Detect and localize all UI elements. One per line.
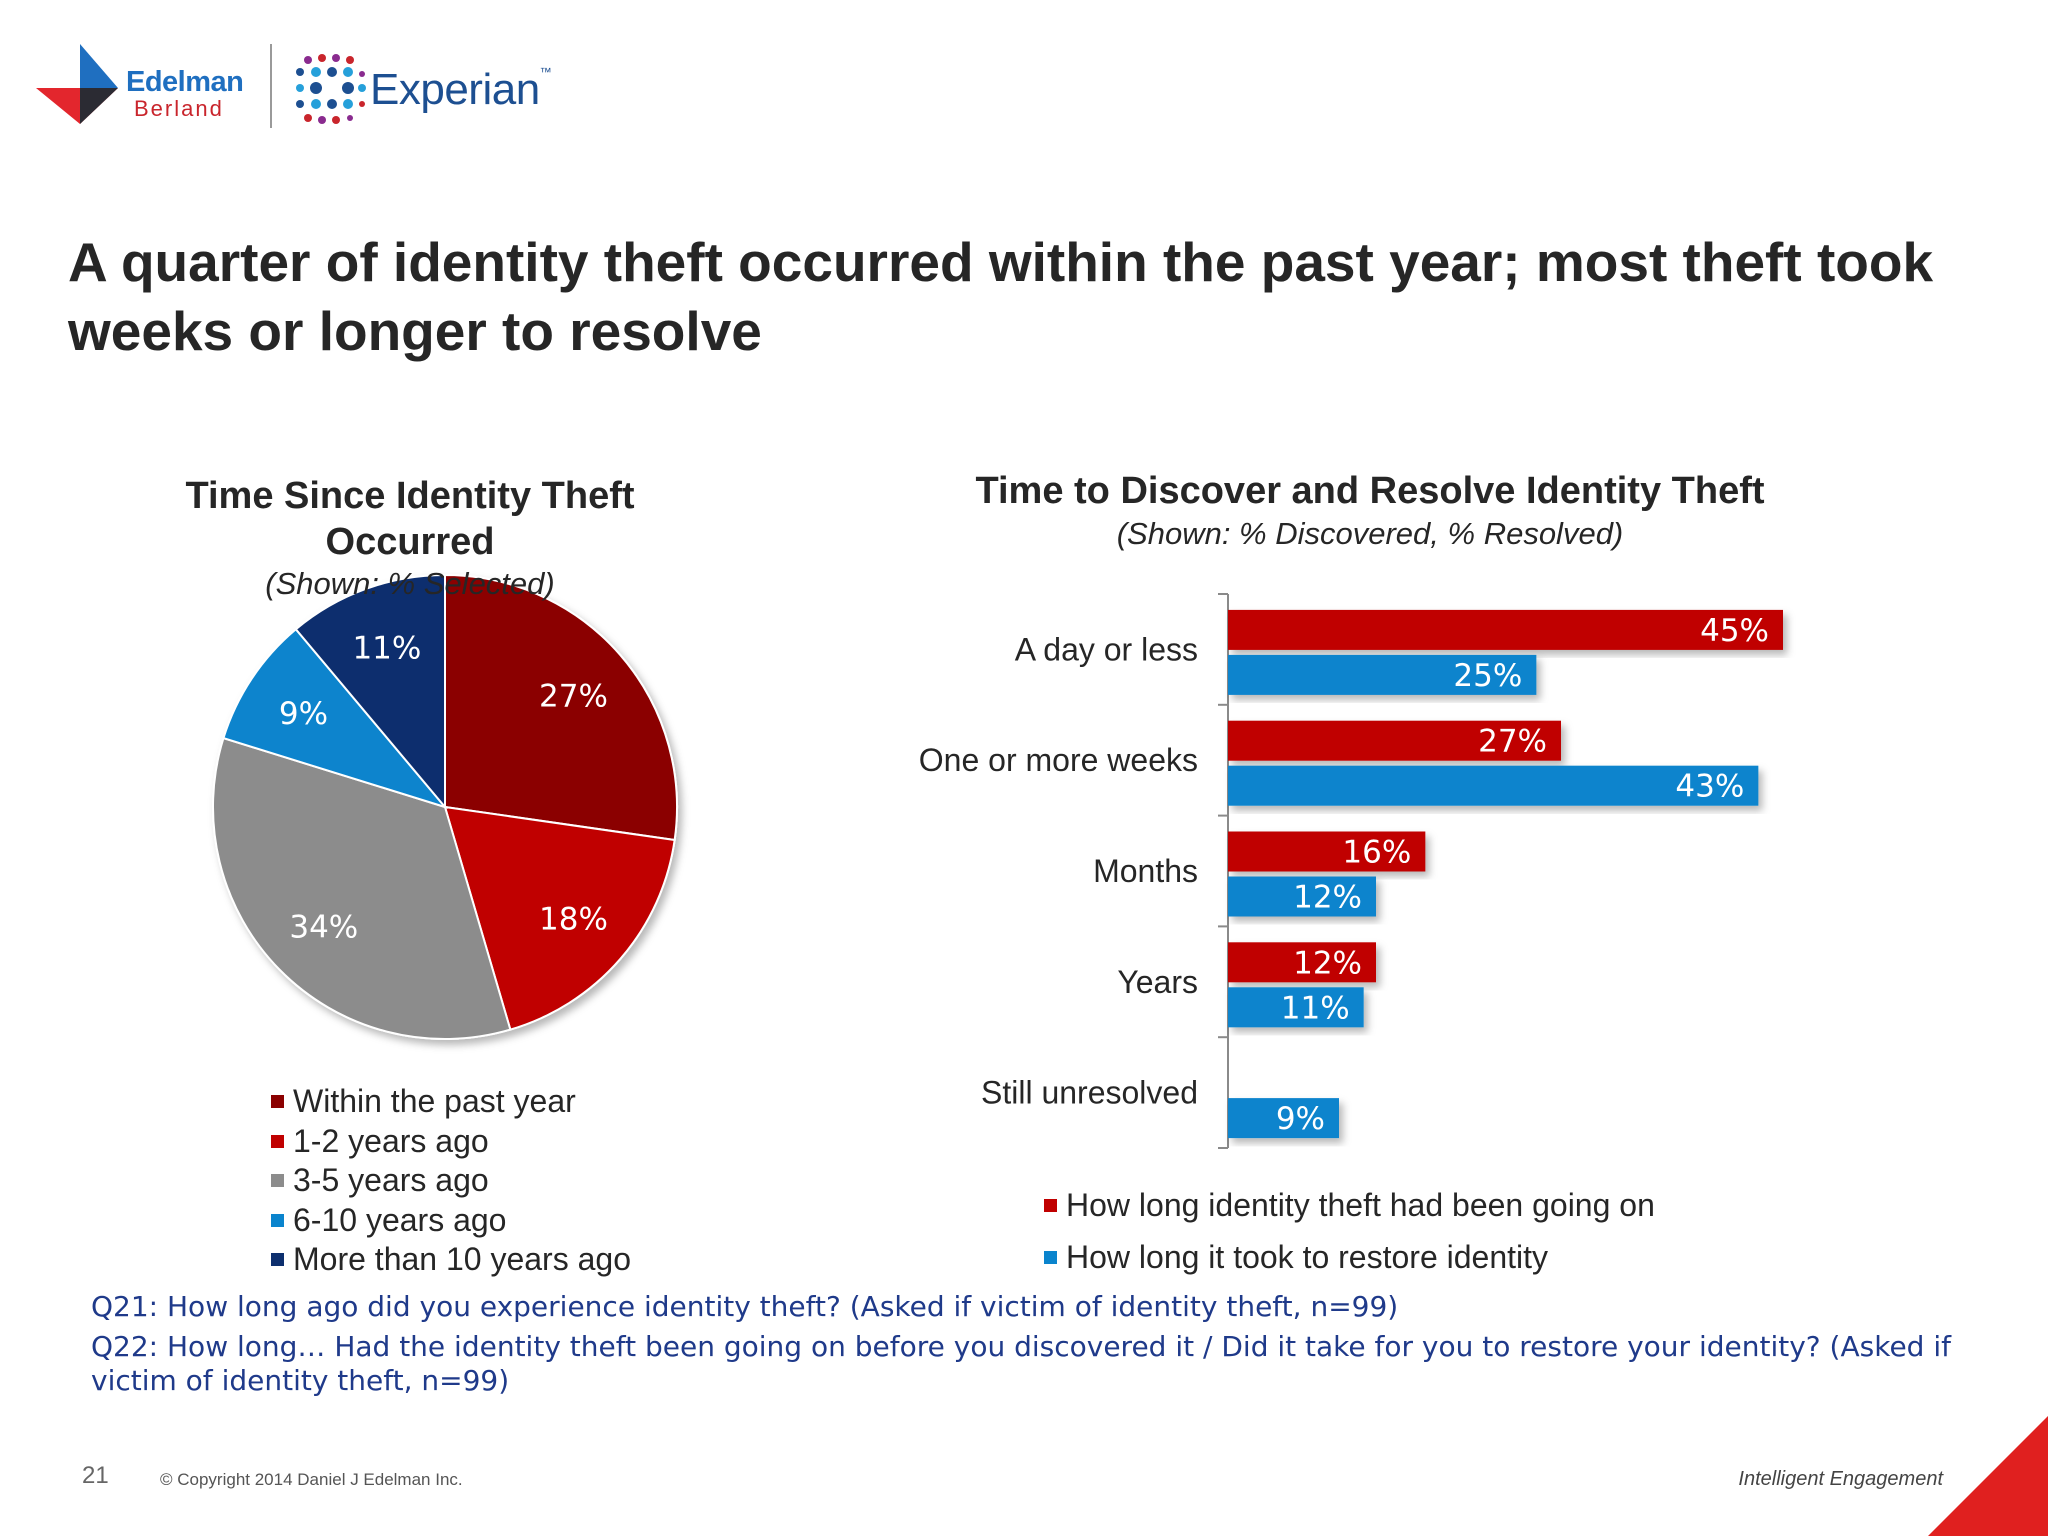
pie-slice <box>443 805 676 1031</box>
pie-slice <box>294 573 446 810</box>
bar <box>1228 1098 1339 1139</box>
bar-data-label: 27% <box>1478 724 1547 760</box>
bar-chart-subtitle: (Shown: % Discovered, % Resolved) <box>1116 516 1624 551</box>
legend-label: 1-2 years ago <box>293 1122 489 1159</box>
pie-slice <box>212 736 512 1040</box>
pie-chart <box>212 573 678 1040</box>
logo-area: Edelman Berland Experian™ <box>36 40 576 140</box>
bar <box>1228 876 1376 917</box>
bar-chart: A day or less 45% 25% One or more weeks 27% 4… <box>919 593 1783 1149</box>
corner-accent-triangle <box>1928 1416 2048 1536</box>
bar <box>1228 654 1537 695</box>
pie-slice <box>222 627 448 809</box>
bar-data-label: 12% <box>1293 945 1362 981</box>
bar-category-label: Months <box>1093 853 1198 889</box>
pie-legend-item: 6-10 years ago <box>271 1201 631 1241</box>
footnote-q21: Q21: How long ago did you experience ide… <box>91 1290 1399 1323</box>
pie-legend-item: Within the past year <box>271 1082 631 1122</box>
legend-label: More than 10 years ago <box>293 1241 631 1278</box>
legend-swatch <box>271 1095 284 1109</box>
bar-category-label: One or more weeks <box>919 742 1198 778</box>
pie-legend-item: 1-2 years ago <box>271 1122 631 1162</box>
legend-swatch <box>271 1213 284 1227</box>
copyright-text: © Copyright 2014 Daniel J Edelman Inc. <box>160 1470 463 1489</box>
pie-data-label: 11% <box>352 630 421 666</box>
pie-legend: Within the past year 1-2 years ago 3-5 y… <box>271 1082 631 1280</box>
pie-legend-item: More than 10 years ago <box>271 1240 631 1280</box>
footnotes: Q21: How long ago did you experience ide… <box>91 1290 1971 1398</box>
bar <box>1228 987 1364 1028</box>
pie-data-label: 34% <box>289 909 358 945</box>
legend-swatch <box>271 1134 284 1148</box>
bar-legend-item: How long identity theft had been going o… <box>1044 1179 1655 1231</box>
bar-data-label: 16% <box>1342 835 1411 871</box>
bar-data-label: 11% <box>1281 990 1350 1026</box>
legend-swatch <box>1044 1250 1057 1264</box>
pie-chart-title: Time Since Identity Theft Occurred <box>185 475 635 563</box>
pie-data-label: 18% <box>539 901 608 937</box>
pie-legend-item: 3-5 years ago <box>271 1161 631 1201</box>
bar <box>1228 720 1561 761</box>
footnote-q22: Q22: How long… Had the identity theft be… <box>91 1330 1951 1397</box>
bar <box>1228 609 1783 650</box>
page-number: 21 <box>82 1462 109 1489</box>
bar-data-label: 12% <box>1293 880 1362 916</box>
edelman-wordmark: Edelman <box>126 66 244 98</box>
berland-wordmark: Berland <box>134 96 224 121</box>
pie-data-label: 9% <box>279 696 328 732</box>
legend-label: 6-10 years ago <box>293 1201 507 1238</box>
legend-label: Within the past year <box>293 1083 576 1120</box>
edelman-logo-mark <box>36 44 118 124</box>
bar-category-label: Still unresolved <box>981 1075 1198 1111</box>
pie-data-label: 27% <box>539 679 608 715</box>
bar-chart-title: Time to Discover and Resolve Identity Th… <box>975 470 1765 512</box>
bar <box>1228 942 1376 983</box>
legend-swatch <box>271 1174 284 1188</box>
logo-divider <box>270 44 272 128</box>
bar-data-label: 43% <box>1675 769 1744 805</box>
bar-data-label: 25% <box>1453 658 1522 694</box>
bar <box>1228 765 1759 806</box>
bar-category-label: Years <box>1117 964 1198 1000</box>
experian-wordmark: Experian™ <box>370 65 552 114</box>
bar-category-label: A day or less <box>1015 631 1198 667</box>
bar-legend: How long identity theft had been going o… <box>1044 1179 1655 1283</box>
pie-slice <box>444 573 678 842</box>
legend-label: How long identity theft had been going o… <box>1066 1186 1655 1223</box>
pie-data-labels: 27% 18% 34% 9% 11% <box>279 630 608 945</box>
tagline: Intelligent Engagement <box>1738 1468 1943 1490</box>
bar-legend-item: How long it took to restore identity <box>1044 1231 1655 1283</box>
pie-chart-subtitle: (Shown: % Selected) <box>265 566 555 601</box>
legend-label: How long it took to restore identity <box>1066 1238 1549 1275</box>
bar-data-label: 45% <box>1700 613 1769 649</box>
experian-logo-mark <box>296 54 366 124</box>
legend-label: 3-5 years ago <box>293 1162 489 1199</box>
slide-title: A quarter of identity theft occurred wit… <box>68 231 1934 362</box>
legend-swatch <box>1044 1198 1057 1212</box>
bar <box>1228 831 1426 872</box>
legend-swatch <box>271 1253 284 1267</box>
bar-data-label: 9% <box>1276 1101 1325 1137</box>
